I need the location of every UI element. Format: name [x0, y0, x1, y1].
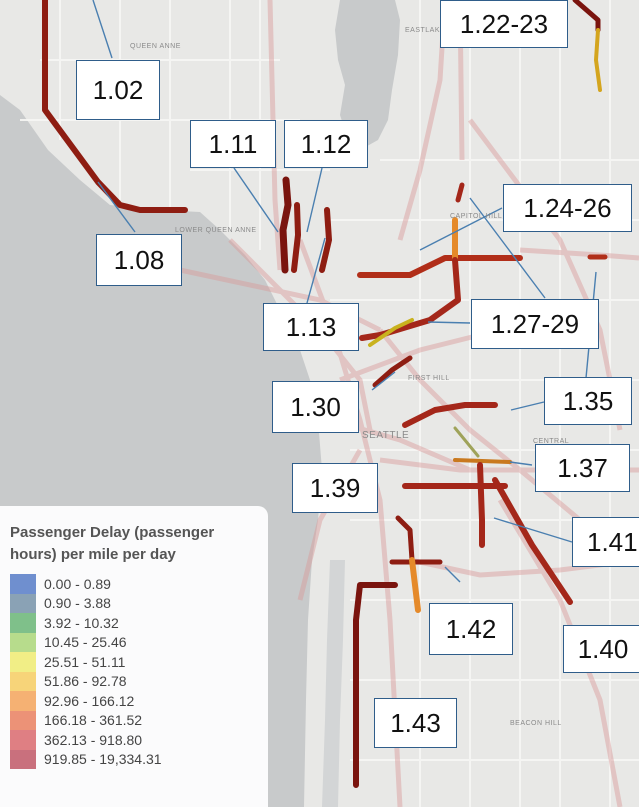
legend-swatch: [10, 574, 36, 594]
label-seattle: SEATTLE: [362, 430, 409, 441]
duwamish-water: [322, 560, 345, 807]
callout-1-43: 1.43: [374, 698, 457, 748]
label-beacon-hill: BEACON HILL: [510, 720, 562, 727]
callout-1-42: 1.42: [429, 603, 513, 655]
legend-swatch: [10, 632, 36, 652]
legend-item: 92.96 - 166.12: [10, 691, 258, 711]
legend-swatch: [10, 710, 36, 730]
corridor-1-37-gold: [453, 458, 512, 464]
legend-item: 25.51 - 51.11: [10, 652, 258, 672]
callout-1-22-23: 1.22-23: [440, 0, 568, 48]
delay-corridors: [42, 0, 608, 788]
legend-label: 3.92 - 10.32: [44, 614, 119, 631]
callout-leader-lines: [92, 0, 597, 583]
label-lower-queen-anne: LOWER QUEEN ANNE: [175, 227, 257, 234]
legend-label: 25.51 - 51.11: [44, 653, 126, 670]
legend-items: 0.00 - 0.89 0.90 - 3.88 3.92 - 10.32 10.45 …: [10, 574, 258, 769]
legend-label: 919.85 - 19,334.31: [44, 751, 162, 768]
legend-item: 51.86 - 92.78: [10, 671, 258, 691]
callout-1-30: 1.30: [272, 381, 359, 433]
legend-item: 362.13 - 918.80: [10, 730, 258, 750]
legend-item: 3.92 - 10.32: [10, 613, 258, 633]
corridor-1-30: [372, 355, 413, 388]
corridor-1-22-23: [572, 0, 601, 33]
legend-item: 10.45 - 25.46: [10, 632, 258, 652]
corridor-1-24-26: [455, 182, 465, 203]
corridor-1-13: [319, 207, 332, 273]
corridor-1-27-29-main: [357, 255, 523, 278]
callout-1-12: 1.12: [284, 120, 368, 168]
legend-swatch: [10, 671, 36, 691]
corridor-1-22-23-yellow: [594, 28, 602, 92]
legend-swatch: [10, 749, 36, 769]
corridor-1-27-29-south: [359, 257, 461, 341]
legend-label: 362.13 - 918.80: [44, 731, 143, 748]
corridor-1-37: [402, 402, 498, 428]
callout-1-35: 1.35: [544, 377, 632, 425]
legend-label: 51.86 - 92.78: [44, 673, 127, 690]
corridor-1-42-a: [395, 515, 415, 563]
corridor-1-40: [492, 477, 573, 605]
corridor-1-02: [42, 0, 188, 213]
callout-1-13: 1.13: [263, 303, 359, 351]
callout-1-40: 1.40: [563, 625, 639, 673]
callout-1-41: 1.41: [572, 517, 639, 567]
legend-swatch: [10, 613, 36, 633]
corridor-1-27-29-yellow: [368, 318, 414, 347]
label-central: CENTRAL: [533, 438, 569, 445]
callout-1-02: 1.02: [76, 60, 160, 120]
corridor-1-12: [291, 202, 301, 273]
callout-1-37: 1.37: [535, 444, 630, 492]
legend-swatch: [10, 652, 36, 672]
legend-label: 0.00 - 0.89: [44, 575, 111, 592]
corridor-1-37-green: [453, 426, 480, 458]
legend-label: 0.90 - 3.88: [44, 595, 111, 612]
callout-1-27-29: 1.27-29: [471, 299, 599, 349]
label-eastlake: EASTLAKE: [405, 27, 445, 34]
legend-swatch: [10, 730, 36, 750]
legend-swatch: [10, 593, 36, 613]
legend-label: 166.18 - 361.52: [44, 712, 143, 729]
legend-label: 10.45 - 25.46: [44, 634, 127, 651]
label-queen-anne: QUEEN ANNE: [130, 43, 181, 50]
legend-swatch: [10, 691, 36, 711]
corridor-1-43: [353, 582, 398, 788]
lake-union-water: [335, 0, 400, 150]
legend-item: 919.85 - 19,334.31: [10, 749, 258, 769]
legend-item: 0.90 - 3.88: [10, 593, 258, 613]
legend-label: 92.96 - 166.12: [44, 692, 135, 709]
corridor-1-41: [477, 462, 485, 548]
callout-1-11: 1.11: [190, 120, 276, 168]
label-first-hill: FIRST HILL: [408, 375, 450, 382]
map-legend: Passenger Delay (passenger hours) per mi…: [0, 506, 268, 807]
legend-item: 0.00 - 0.89: [10, 574, 258, 594]
callout-1-08: 1.08: [96, 234, 182, 286]
corridor-1-42-orange: [409, 557, 421, 613]
callout-1-24-26: 1.24-26: [503, 184, 632, 232]
corridor-1-11: [279, 176, 292, 274]
label-capitol-hill: CAPITOL HILL: [450, 213, 502, 220]
legend-title: Passenger Delay (passenger hours) per mi…: [10, 524, 215, 563]
callout-1-39: 1.39: [292, 463, 378, 513]
legend-item: 166.18 - 361.52: [10, 710, 258, 730]
